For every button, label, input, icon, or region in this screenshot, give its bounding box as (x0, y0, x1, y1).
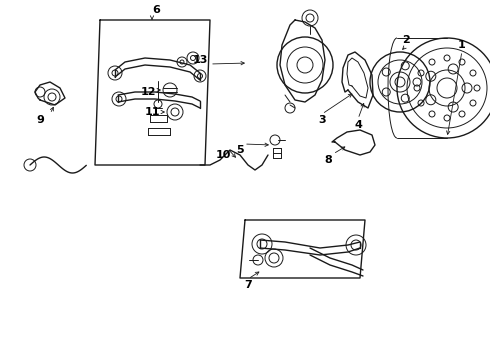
Text: 6: 6 (152, 5, 160, 15)
Text: 1: 1 (458, 40, 466, 50)
Text: 12: 12 (140, 87, 156, 97)
Text: 11: 11 (144, 107, 160, 117)
Text: 9: 9 (36, 115, 44, 125)
Text: 2: 2 (402, 35, 410, 45)
Text: 5: 5 (236, 145, 244, 155)
Text: 4: 4 (354, 120, 362, 130)
Text: 8: 8 (324, 155, 332, 165)
Text: 3: 3 (318, 115, 326, 125)
Text: 7: 7 (244, 280, 252, 290)
Text: 10: 10 (215, 150, 231, 160)
Text: 13: 13 (192, 55, 208, 65)
